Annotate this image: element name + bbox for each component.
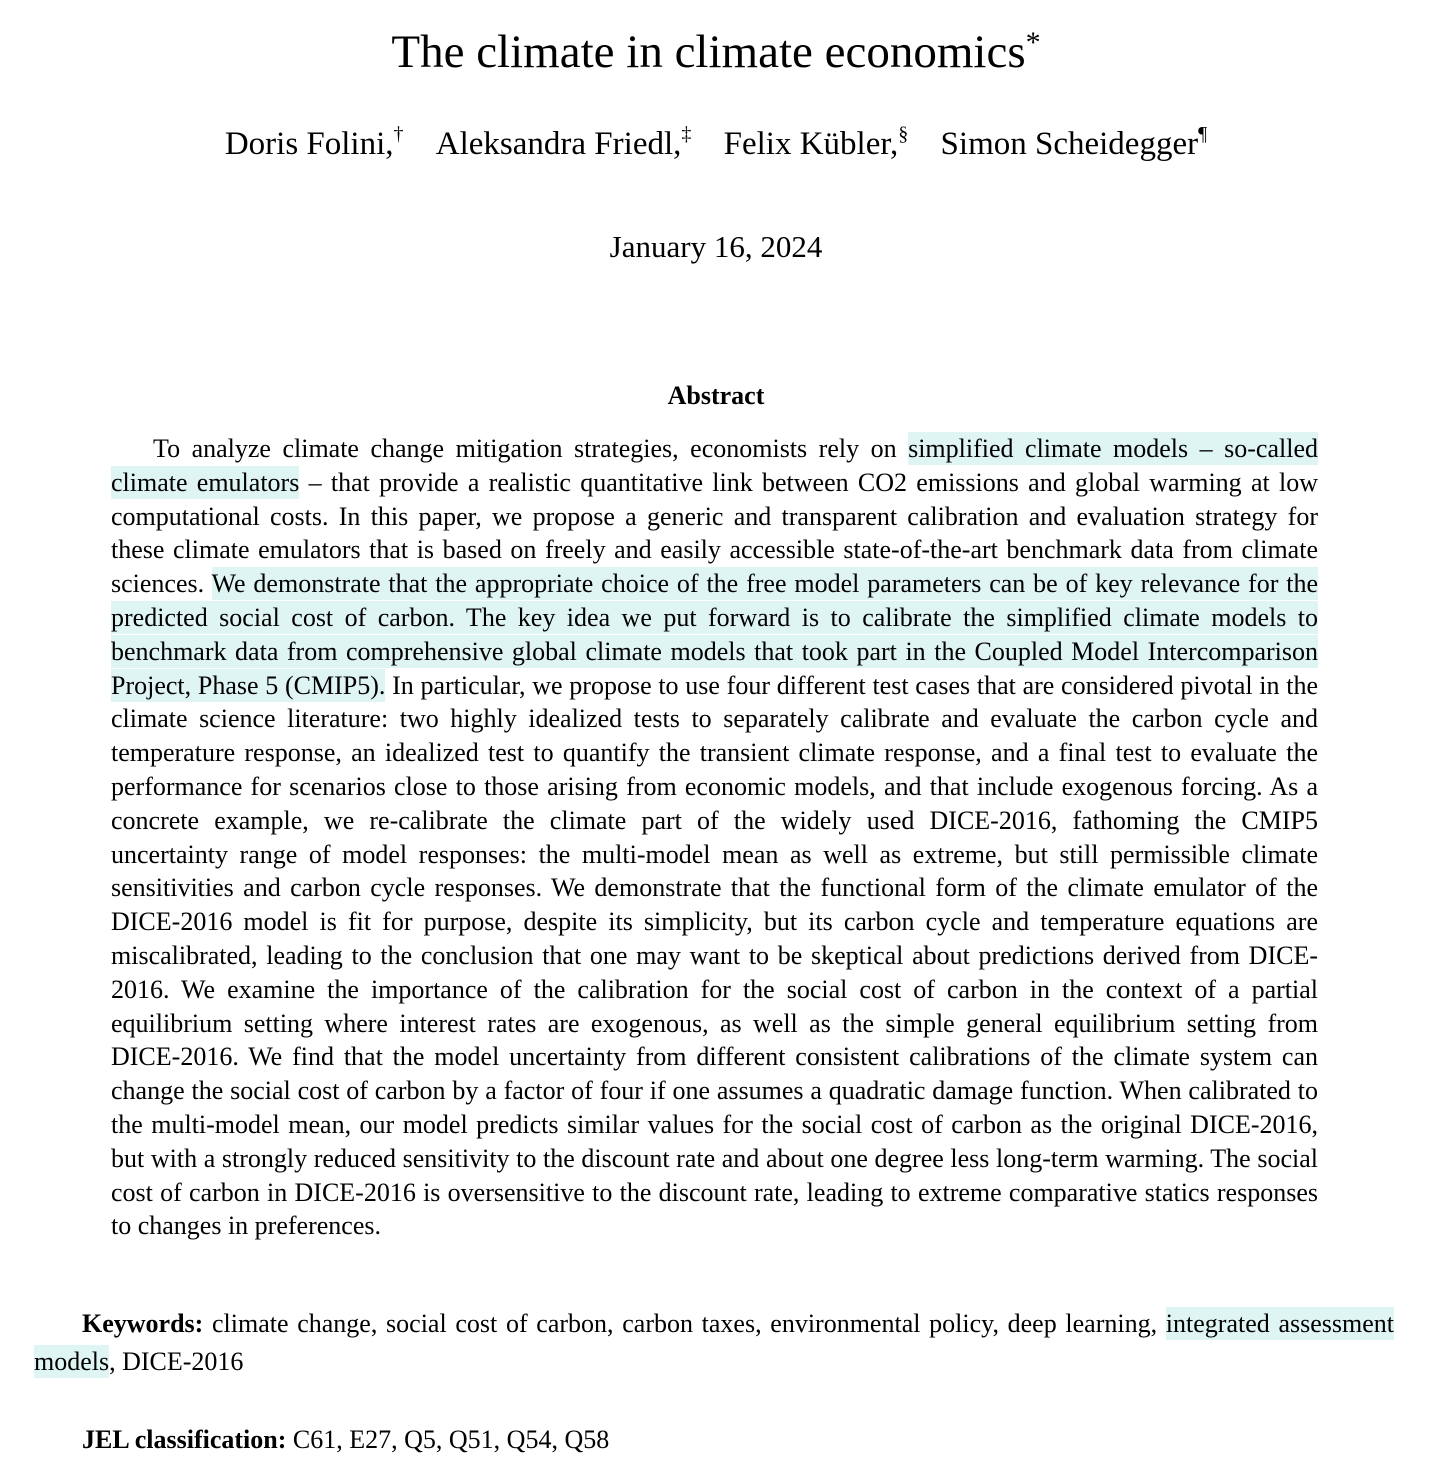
author-name: Doris Folini, (224, 126, 394, 162)
author-scheidegger: Simon Scheidegger¶ (941, 122, 1208, 166)
title-footnote-mark: * (1025, 26, 1041, 59)
author-name: Simon Scheidegger (940, 126, 1199, 162)
author-footnote-mark: † (393, 123, 404, 145)
author-folini: Doris Folini,† (225, 122, 404, 166)
keywords-section: Keywords: climate change, social cost of… (34, 1305, 1394, 1381)
author-friedl: Aleksandra Friedl,‡ (436, 122, 692, 166)
jel-section: JEL classification: C61, E27, Q5, Q51, Q… (82, 1421, 609, 1459)
author-name: Felix Kübler, (723, 126, 899, 162)
paper-title-text: The climate in climate economics (391, 26, 1026, 78)
abstract-text-part: – that provide a realistic quantitative … (111, 467, 1318, 599)
publication-date: January 16, 2024 (609, 229, 823, 264)
author-kubler: Felix Kübler,§ (724, 122, 909, 166)
author-footnote-mark: ¶ (1198, 123, 1208, 145)
keywords-label: Keywords: (82, 1309, 204, 1338)
author-list: Doris Folini,† Aleksandra Friedl,‡ Felix… (0, 122, 1432, 166)
abstract-text-part: To analyze climate change mitigation str… (153, 434, 909, 463)
abstract-heading: Abstract (667, 381, 765, 410)
author-footnote-mark: § (898, 123, 909, 145)
author-footnote-mark: ‡ (681, 123, 692, 145)
jel-label: JEL classification: (82, 1425, 287, 1454)
abstract-text: To analyze climate change mitigation str… (111, 432, 1319, 1243)
author-name: Aleksandra Friedl, (435, 126, 682, 162)
paper-title: The climate in climate economics* (0, 22, 1432, 82)
jel-codes: C61, E27, Q5, Q51, Q54, Q58 (286, 1425, 610, 1454)
keywords-text: climate change, social cost of carbon, c… (203, 1309, 1166, 1338)
abstract-text-part: In particular, we propose to use four di… (111, 670, 1319, 1241)
keywords-text: , DICE-2016 (109, 1347, 244, 1376)
